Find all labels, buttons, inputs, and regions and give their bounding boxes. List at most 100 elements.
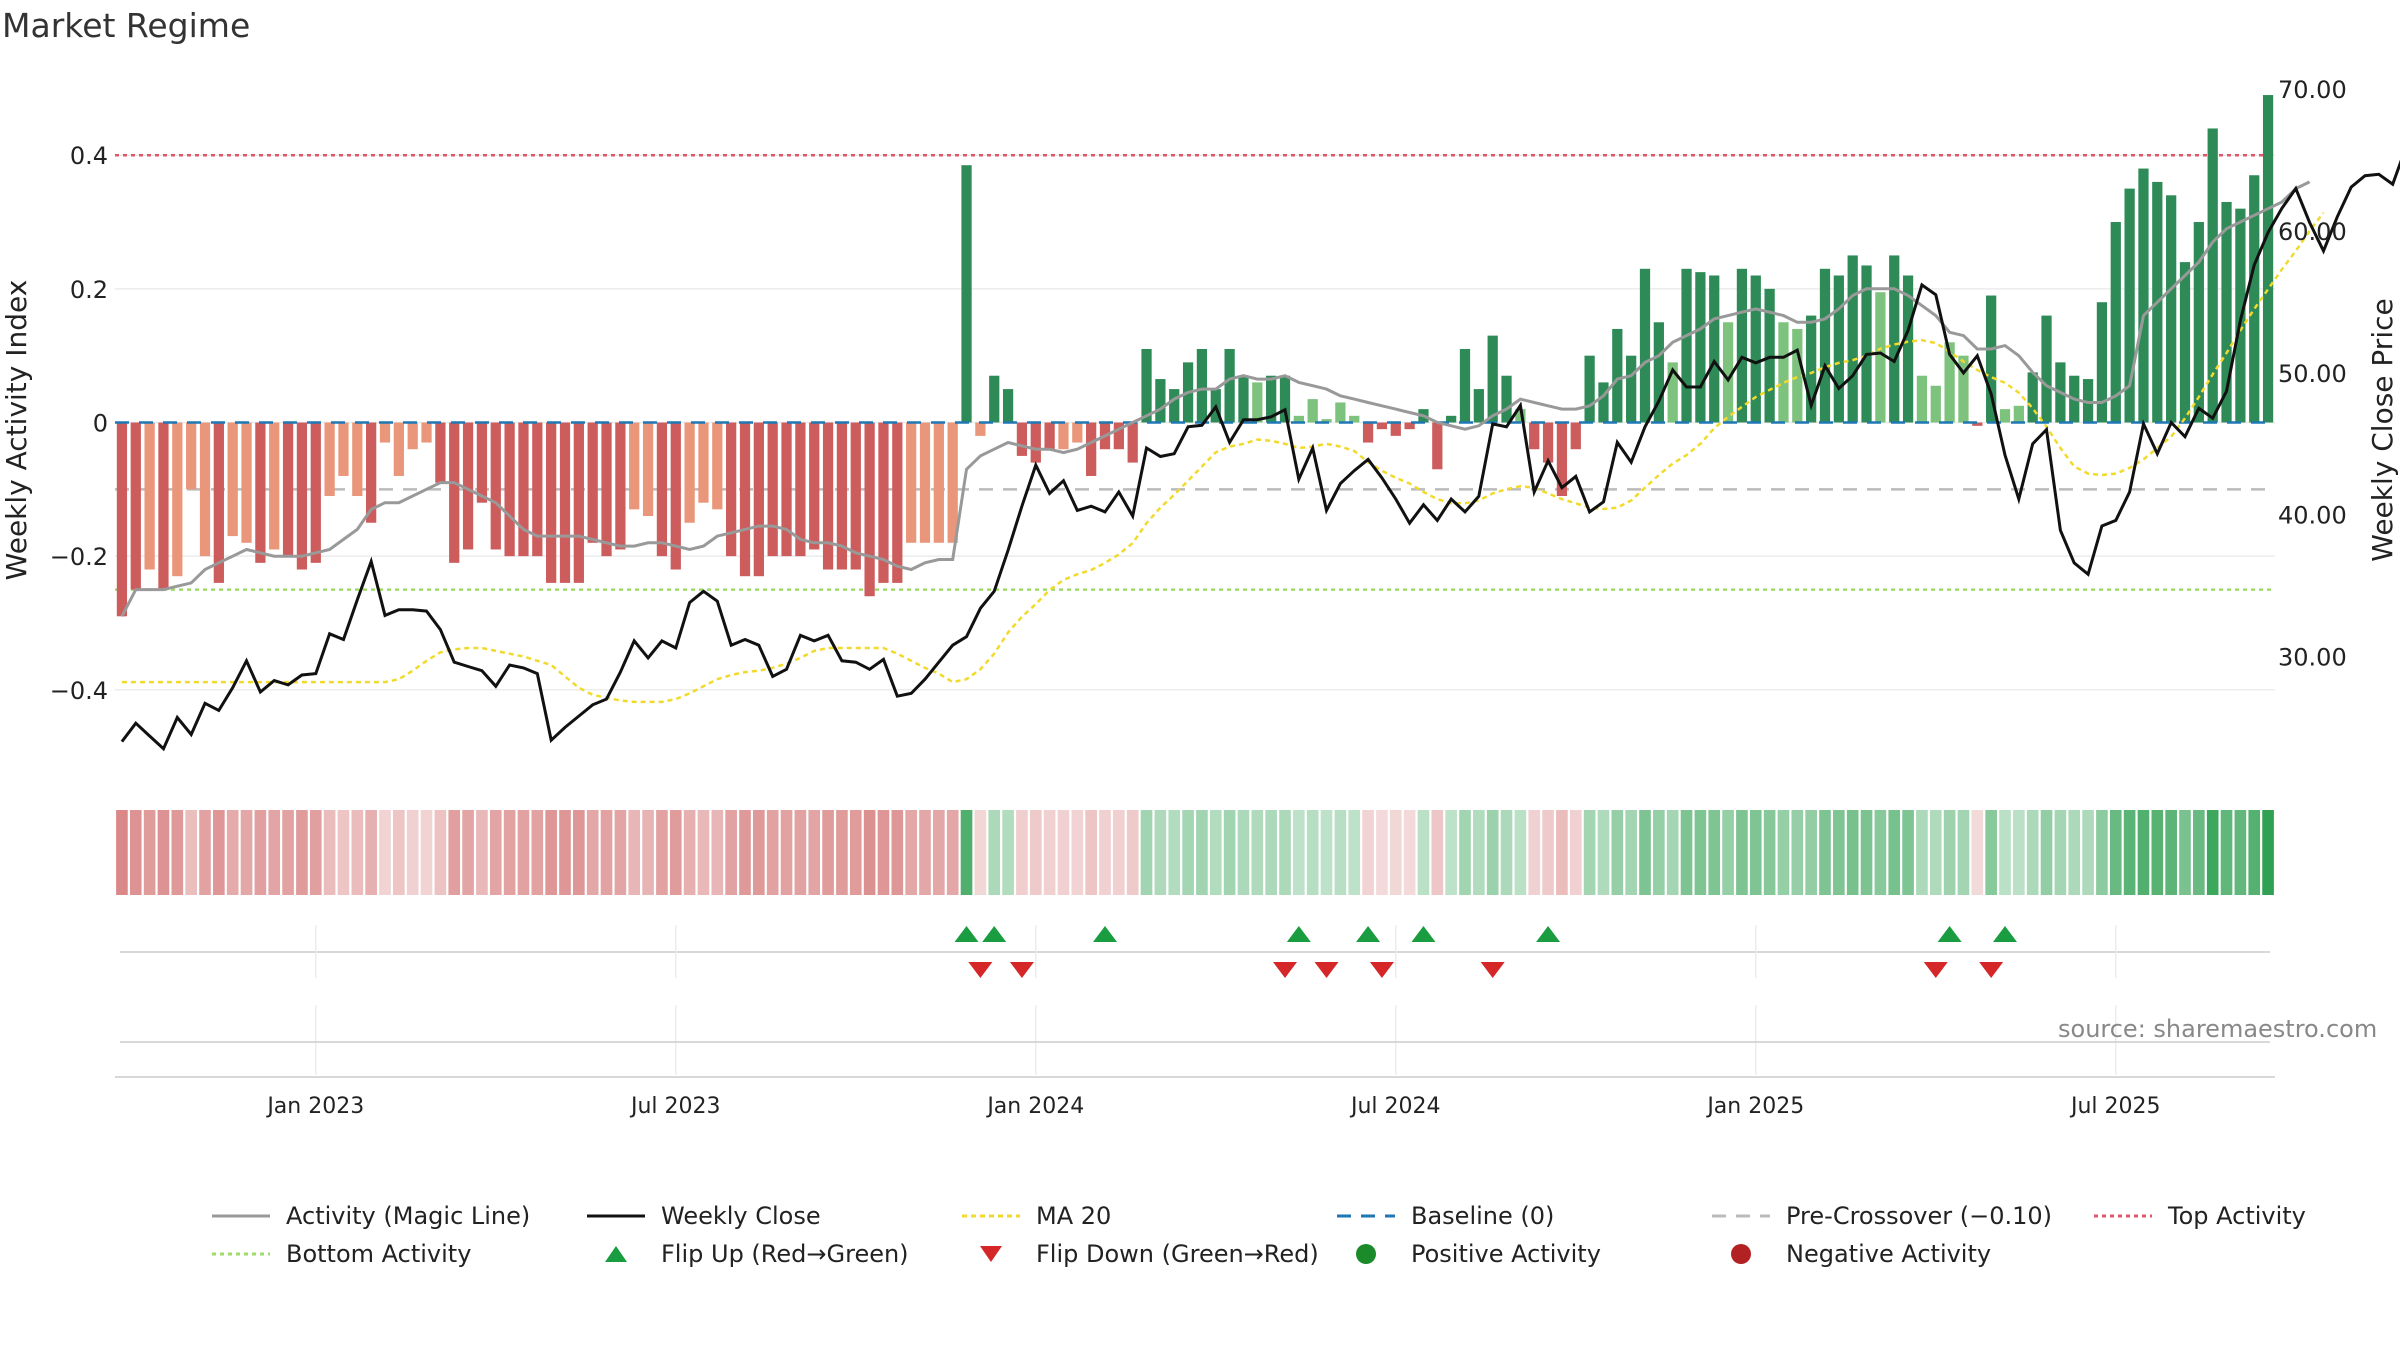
heat-strip-cell xyxy=(2096,810,2108,895)
legend-swatch xyxy=(980,1246,1002,1262)
legend-swatch xyxy=(212,1214,270,1218)
y-left-tick-label: 0.4 xyxy=(70,142,108,170)
activity-bar xyxy=(1944,342,1955,423)
activity-bar xyxy=(1902,275,1914,423)
activity-bar xyxy=(546,422,557,583)
heat-strip-cell xyxy=(891,810,904,895)
legend-swatch xyxy=(1337,1214,1395,1218)
heat-strip-cell xyxy=(711,810,724,895)
activity-bar xyxy=(629,422,640,510)
legend: Activity (Magic Line) Weekly Close MA 20 Ba… xyxy=(210,1202,2360,1292)
activity-bar xyxy=(1155,379,1166,423)
activity-bar xyxy=(490,422,501,550)
activity-bar xyxy=(878,422,889,583)
heat-strip-cell xyxy=(462,810,474,895)
heat-strip-cell xyxy=(226,810,239,895)
activity-bar xyxy=(407,422,418,450)
legend-swatch-mark xyxy=(1356,1244,1376,1264)
heat-strip-cell xyxy=(1403,810,1416,895)
activity-bar xyxy=(1806,315,1817,423)
activity-bar xyxy=(573,422,584,583)
activity-bar xyxy=(919,422,931,543)
activity-bar xyxy=(1335,402,1346,423)
flip-down-marker xyxy=(1314,962,1339,978)
activity-bar xyxy=(850,422,861,570)
activity-bar xyxy=(767,422,778,557)
legend-item: Flip Up (Red→Green) xyxy=(585,1240,909,1268)
heat-strip-cell xyxy=(1736,810,1748,895)
heat-strip-cell xyxy=(1653,810,1665,895)
heat-strip-cell xyxy=(531,810,544,895)
flip-down-marker xyxy=(968,962,993,978)
activity-bar xyxy=(684,422,695,523)
heat-strip-cell xyxy=(1334,810,1347,895)
heat-strip-cell xyxy=(2234,810,2247,895)
activity-bar xyxy=(1833,275,1844,423)
heat-strip-cell xyxy=(1514,810,1527,895)
heat-strip-cell xyxy=(2082,810,2094,895)
activity-bar xyxy=(822,422,834,570)
y-left-tick-label: 0.2 xyxy=(70,276,108,304)
heat-strip-cell xyxy=(1985,810,1997,895)
heat-strip-cell xyxy=(1805,810,1817,895)
heat-strip-cell xyxy=(476,810,488,895)
heat-strip-cell xyxy=(2054,810,2067,895)
activity-bar xyxy=(587,422,598,543)
activity-bar xyxy=(366,422,377,523)
ma20-line xyxy=(121,211,2325,704)
heat-strip-cell xyxy=(379,810,391,895)
heat-strip-cell xyxy=(697,810,710,895)
heat-strip-cell xyxy=(1043,810,1056,895)
legend-swatch-mark xyxy=(605,1246,627,1262)
heat-strip-cell xyxy=(545,810,557,895)
heat-strip-cell xyxy=(2151,810,2164,895)
legend-label: Bottom Activity xyxy=(286,1240,472,1268)
heat-strip-cell xyxy=(656,810,668,895)
activity-bar xyxy=(642,422,654,517)
activity-bar xyxy=(449,422,460,563)
heat-strip-cell xyxy=(808,810,821,895)
activity-bar xyxy=(1404,422,1415,430)
flip-up-marker xyxy=(1993,926,2017,942)
activity-bar xyxy=(1002,389,1014,423)
y-left-tick-label: −0.4 xyxy=(50,677,108,705)
heat-strip-cell xyxy=(2206,810,2219,895)
activity-bar xyxy=(906,422,917,543)
flip-up-marker xyxy=(1356,926,1381,942)
heat-strip-cell xyxy=(1445,810,1457,895)
legend-label: Baseline (0) xyxy=(1411,1202,1555,1230)
heat-strip-cell xyxy=(1057,810,1070,895)
activity-bar xyxy=(989,375,1000,423)
activity-bar xyxy=(559,422,571,583)
heat-strip-cell xyxy=(1639,810,1651,895)
heat-strip-cell xyxy=(1113,810,1125,895)
heat-strip-cell xyxy=(213,810,225,895)
legend-item: Top Activity xyxy=(2092,1202,2306,1230)
heat-strip-cell xyxy=(1763,810,1776,895)
activity-bar xyxy=(1584,355,1595,423)
activity-bar xyxy=(1570,422,1581,450)
heat-strip-cell xyxy=(1417,810,1430,895)
y-right-tick-label: 40.00 xyxy=(2278,502,2347,530)
heat-strip-cell xyxy=(1542,810,1554,895)
activity-bar xyxy=(462,422,474,550)
legend-swatch xyxy=(587,1214,645,1218)
heat-strip-cell xyxy=(2068,810,2081,895)
heat-strip-cell xyxy=(1085,810,1097,895)
heat-strip-cell xyxy=(1016,810,1028,895)
heat-strip-cell xyxy=(434,810,447,895)
activity-bar xyxy=(1930,385,1941,423)
heat-strip-cell xyxy=(1500,810,1513,895)
heat-strip-cell xyxy=(254,810,267,895)
legend-item: Positive Activity xyxy=(1335,1240,1601,1268)
activity-bar xyxy=(739,422,751,577)
activity-bar xyxy=(227,422,238,537)
activity-bar xyxy=(615,422,626,550)
heat-strip-cell xyxy=(2248,810,2261,895)
activity-bar xyxy=(1196,348,1208,423)
heat-strip-cell xyxy=(489,810,502,895)
legend-swatch xyxy=(962,1214,1020,1218)
heat-strip-cell xyxy=(351,810,364,895)
heat-strip-cell xyxy=(1929,810,1942,895)
